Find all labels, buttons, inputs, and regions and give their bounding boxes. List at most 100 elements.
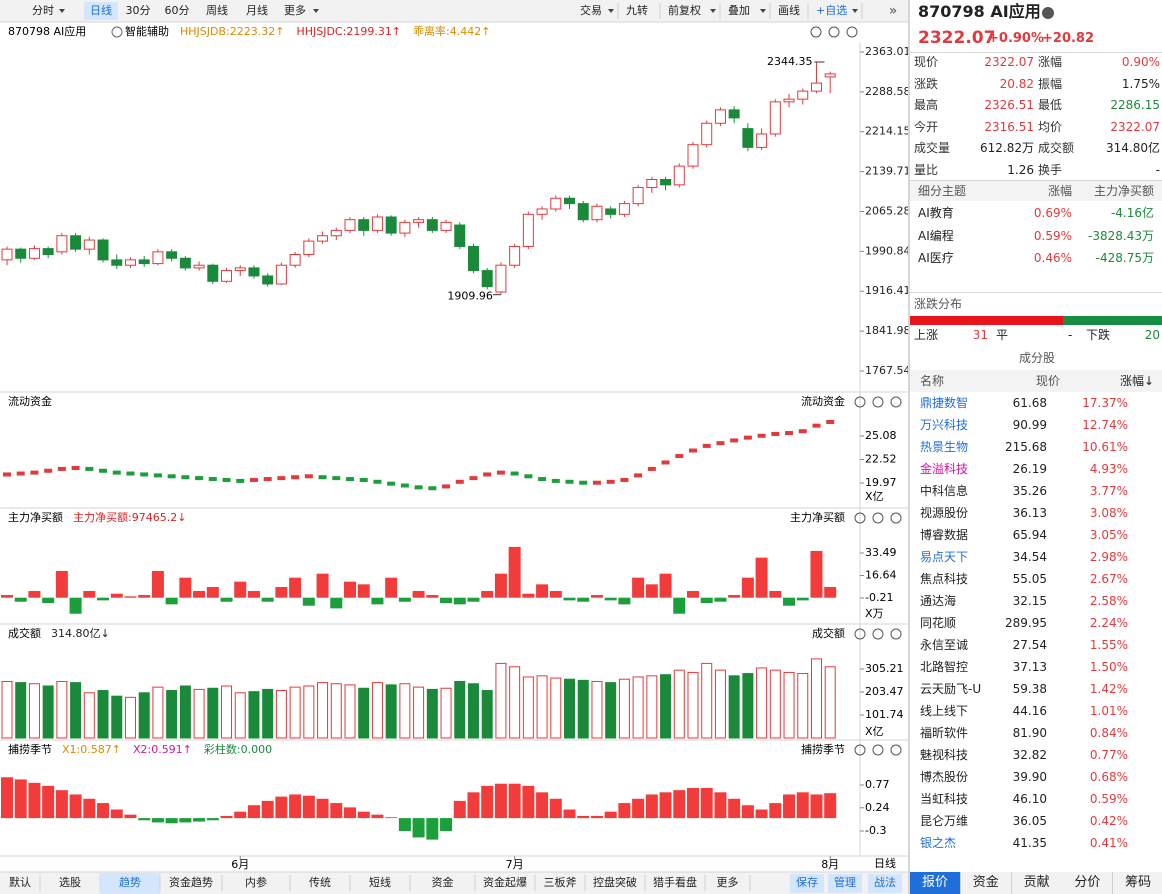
- stock-name[interactable]: 同花顺: [920, 616, 957, 630]
- stock-name[interactable]: 魅视科技: [920, 748, 969, 762]
- toolbar-button[interactable]: 画线: [778, 3, 800, 17]
- stock-name[interactable]: 通达海: [920, 594, 957, 608]
- expand-button[interactable]: »: [889, 3, 898, 19]
- assist-icon[interactable]: [111, 26, 123, 38]
- stock-change: 1.42%: [1089, 682, 1128, 696]
- theme-name[interactable]: AI编程: [918, 228, 954, 243]
- toolbar: [0, 0, 908, 22]
- stock-name[interactable]: 北路智控: [920, 660, 969, 674]
- stock-name[interactable]: 博杰股份: [920, 770, 969, 784]
- toolbar-button[interactable]: 叠加: [728, 4, 750, 17]
- tool-button[interactable]: 保存: [796, 875, 818, 889]
- stock-name[interactable]: 焦点科技: [920, 572, 969, 586]
- chart-control[interactable]: [846, 26, 858, 38]
- stock-change: 1.01%: [1089, 704, 1128, 718]
- bottom-tab[interactable]: 传统: [309, 876, 331, 889]
- stock-name[interactable]: 热景生物: [920, 440, 969, 454]
- dist-label: 平: [996, 328, 1009, 342]
- panel-indicator: X2:0.591↑: [133, 743, 192, 756]
- stock-name[interactable]: 当虹科技: [920, 792, 969, 806]
- panel-control[interactable]: [872, 628, 884, 640]
- flow-dot: [112, 470, 121, 475]
- bottom-tab[interactable]: 短线: [369, 875, 391, 889]
- bottom-tab[interactable]: 趋势: [119, 876, 141, 889]
- tool-button[interactable]: 战法: [874, 875, 896, 889]
- toolbar-button[interactable]: 分时: [32, 4, 54, 17]
- assist-label[interactable]: 智能辅助: [125, 24, 169, 38]
- bar: [481, 785, 494, 819]
- bottom-tab[interactable]: 资金起爆: [483, 875, 527, 889]
- tool-button[interactable]: 管理: [834, 875, 856, 889]
- stock-name[interactable]: 云天励飞-U: [920, 682, 982, 696]
- bar: [42, 597, 55, 604]
- panel-control[interactable]: [854, 744, 866, 756]
- panel-tab[interactable]: 分价: [1062, 872, 1114, 894]
- bar: [426, 818, 439, 840]
- candle-body: [221, 270, 233, 282]
- stock-name[interactable]: 万兴科技: [920, 418, 969, 432]
- panel-control[interactable]: [872, 512, 884, 524]
- panel-control[interactable]: [890, 628, 902, 640]
- quote-value: -: [1155, 162, 1160, 177]
- stock-name[interactable]: 易点天下: [920, 550, 969, 564]
- volume-bar: [303, 685, 315, 739]
- toolbar-button[interactable]: 更多: [284, 3, 306, 17]
- stock-name[interactable]: 博睿数据: [920, 528, 969, 542]
- bottom-tab[interactable]: 默认: [9, 876, 31, 889]
- panel-tab[interactable]: 资金: [960, 872, 1012, 894]
- panel-control[interactable]: [854, 396, 866, 408]
- toolbar-button[interactable]: 周线: [206, 3, 228, 17]
- stock-price: 59.38: [1012, 682, 1047, 696]
- bottom-tab[interactable]: 资金: [432, 875, 454, 889]
- bottom-tab[interactable]: 选股: [59, 876, 81, 889]
- flow-dot: [469, 476, 478, 481]
- bottom-tab[interactable]: 资金趋势: [169, 875, 213, 889]
- chart-control[interactable]: [828, 26, 840, 38]
- stock-name[interactable]: 昆仑万维: [920, 814, 969, 828]
- panel-control[interactable]: [854, 512, 866, 524]
- bottom-tab[interactable]: 三板斧: [544, 875, 577, 889]
- panel-tab[interactable]: 报价: [910, 872, 961, 894]
- bottom-tab[interactable]: 控盘突破: [593, 875, 637, 889]
- bar: [193, 818, 206, 822]
- toolbar-button[interactable]: 月线: [246, 3, 268, 17]
- panel-control[interactable]: [890, 744, 902, 756]
- bottom-tab[interactable]: 内参: [245, 875, 267, 889]
- flow-dot: [304, 474, 313, 479]
- toolbar-button[interactable]: 交易: [580, 3, 602, 17]
- bar: [138, 818, 151, 821]
- panel-control[interactable]: [872, 396, 884, 408]
- toolbar-button[interactable]: +自选: [816, 4, 847, 17]
- bottom-tab[interactable]: 更多: [717, 875, 739, 889]
- panel-tab[interactable]: 贡献: [1011, 872, 1063, 894]
- panel-control[interactable]: [872, 744, 884, 756]
- panel-control[interactable]: [890, 396, 902, 408]
- toolbar-button[interactable]: 日线: [90, 3, 112, 17]
- stock-name[interactable]: 永信至诚: [920, 638, 969, 652]
- panel-control[interactable]: [854, 628, 866, 640]
- panel-tab[interactable]: 筹码: [1113, 872, 1162, 894]
- stock-name[interactable]: 金溢科技: [920, 462, 969, 476]
- volume-bar: [714, 669, 726, 739]
- toolbar-button[interactable]: 前复权: [668, 3, 701, 17]
- chart-control[interactable]: [810, 26, 822, 38]
- info-icon[interactable]: [1042, 7, 1054, 19]
- theme-name[interactable]: AI医疗: [918, 251, 954, 265]
- dropdown-arrow: [760, 9, 766, 13]
- panel-control[interactable]: [890, 512, 902, 524]
- stock-name[interactable]: 视源股份: [920, 506, 969, 520]
- stock-name[interactable]: 线上线下: [920, 704, 969, 718]
- period-label[interactable]: 日线: [874, 856, 896, 870]
- stock-name[interactable]: 中科信息: [920, 484, 969, 498]
- theme-change: 0.69%: [1033, 206, 1072, 220]
- stock-name[interactable]: 福昕软件: [920, 726, 969, 740]
- toolbar-button[interactable]: 60分: [165, 4, 190, 17]
- theme-name[interactable]: AI教育: [918, 206, 954, 220]
- toolbar-button[interactable]: 30分: [126, 4, 151, 17]
- th: 细分主题: [918, 184, 967, 198]
- toolbar-button[interactable]: 九转: [626, 3, 648, 17]
- bottom-tab[interactable]: 猎手看盘: [653, 875, 697, 889]
- stock-name[interactable]: 银之杰: [920, 836, 957, 850]
- volume-bar: [371, 682, 383, 739]
- stock-name[interactable]: 鼎捷数智: [920, 396, 969, 410]
